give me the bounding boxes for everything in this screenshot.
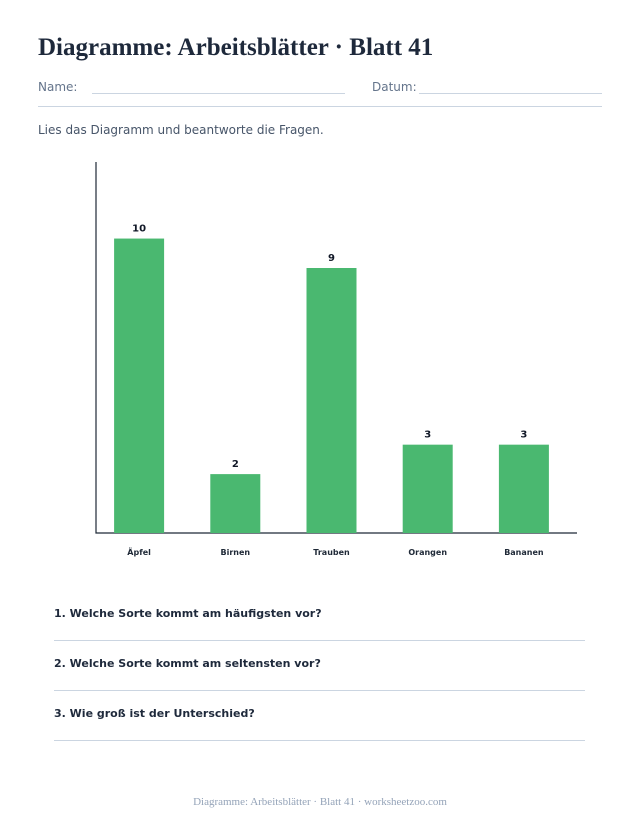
bar-5 (498, 444, 549, 533)
answer-line-2[interactable] (54, 690, 585, 691)
footer-text: Diagramme: Arbeitsblätter · Blatt 41 · w… (193, 796, 447, 808)
answer-line-3[interactable] (54, 740, 585, 741)
question-1: 1. Welche Sorte kommt am häufigsten vor? (54, 607, 322, 620)
date-field-line[interactable] (419, 93, 602, 94)
name-label: Name: (38, 80, 78, 94)
bar-3 (306, 268, 357, 533)
bar-1 (114, 238, 165, 534)
date-label: Datum: (372, 80, 417, 94)
bars-group: 10 Äpfel 2 Birnen 9 Trauben 3 Orangen 3 Bananen (114, 224, 549, 557)
page-title: Diagramme: Arbeitsblätter · Blatt 41 (38, 34, 434, 61)
category-label-5: Bananen (504, 548, 544, 557)
name-field-line[interactable] (92, 93, 345, 94)
bar-2 (210, 474, 261, 533)
value-label-3: 9 (328, 253, 335, 264)
bar-4 (402, 444, 453, 533)
instructions-text: Lies das Diagramm und beantworte die Fra… (38, 123, 324, 137)
value-label-2: 2 (232, 459, 239, 470)
bar-chart: 10 Äpfel 2 Birnen 9 Trauben 3 Orangen 3 Bananen (95, 162, 577, 557)
value-label-5: 3 (520, 430, 527, 441)
category-label-3: Trauben (313, 548, 350, 557)
answer-line-1[interactable] (54, 640, 585, 641)
header-divider (38, 106, 602, 107)
category-label-4: Orangen (408, 548, 447, 557)
value-label-4: 3 (424, 430, 431, 441)
category-label-2: Birnen (220, 548, 250, 557)
category-label-1: Äpfel (127, 547, 151, 557)
value-label-1: 10 (132, 224, 146, 235)
question-2: 2. Welche Sorte kommt am seltensten vor? (54, 657, 321, 670)
question-3: 3. Wie groß ist der Unterschied? (54, 707, 255, 720)
